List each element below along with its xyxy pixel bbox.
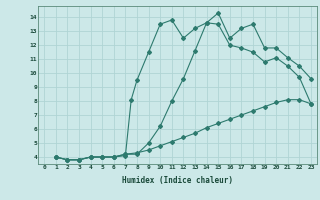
X-axis label: Humidex (Indice chaleur): Humidex (Indice chaleur) (122, 176, 233, 185)
